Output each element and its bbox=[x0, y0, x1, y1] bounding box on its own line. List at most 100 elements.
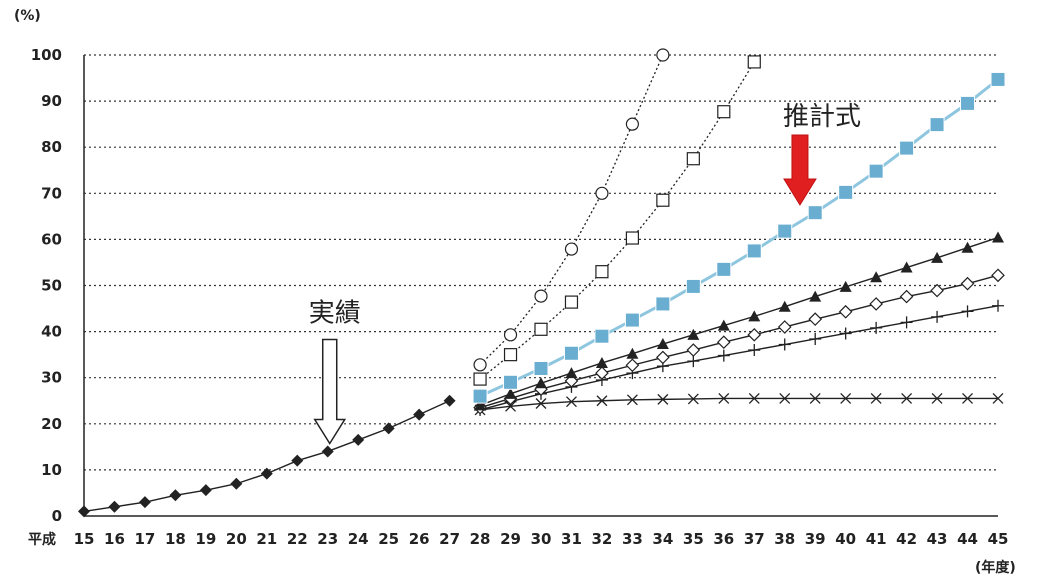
data-point-cross bbox=[809, 392, 821, 404]
data-point-blue-square bbox=[594, 328, 610, 344]
data-point-open-circle bbox=[625, 117, 640, 131]
data-point-blue-square bbox=[472, 388, 488, 404]
y-tick-label: 50 bbox=[41, 277, 62, 295]
data-point-open-diamond bbox=[930, 283, 944, 298]
data-point-blue-square bbox=[929, 117, 945, 133]
data-point-cross bbox=[870, 392, 882, 404]
y-tick-label: 30 bbox=[41, 369, 62, 387]
y-tick-label: 40 bbox=[41, 323, 62, 341]
x-tick-label: 31 bbox=[561, 530, 582, 548]
data-point-cross bbox=[962, 392, 973, 404]
data-point-open-diamond bbox=[991, 268, 1005, 283]
data-point-open-diamond bbox=[777, 320, 792, 334]
x-tick-label: 25 bbox=[378, 530, 399, 548]
x-tick-label: 36 bbox=[713, 530, 734, 548]
data-point-open-square bbox=[503, 348, 518, 362]
data-point-open-circle bbox=[595, 186, 609, 200]
data-point-open-square bbox=[534, 322, 548, 336]
data-point-blue-square bbox=[807, 205, 823, 221]
data-point-triangle bbox=[687, 328, 700, 340]
annotation-actual: 実績 bbox=[309, 298, 361, 445]
y-tick-labels: 0 10 20 30 40 50 60 70 80 90 100 bbox=[31, 46, 62, 525]
y-tick-label: 90 bbox=[41, 92, 62, 110]
actual-arrow bbox=[313, 338, 347, 445]
x-axis-unit-label: (年度) bbox=[975, 559, 1016, 576]
data-point-open-diamond bbox=[686, 343, 701, 357]
data-point-open-diamond bbox=[808, 312, 823, 327]
data-point-diamond bbox=[352, 433, 365, 446]
x-tick-label: 37 bbox=[744, 530, 765, 548]
data-point-triangle bbox=[656, 338, 669, 350]
data-point-cross bbox=[992, 392, 1004, 404]
data-point-blue-square bbox=[533, 360, 549, 376]
series-diamond-open bbox=[473, 268, 1005, 415]
data-point-open-square bbox=[564, 295, 579, 309]
data-point-cross bbox=[657, 393, 669, 405]
data-point-open-circle bbox=[534, 289, 548, 303]
annotation-text-actual: 実績 bbox=[309, 298, 361, 328]
data-point-blue-square bbox=[899, 140, 915, 156]
data-point-cross bbox=[687, 393, 699, 405]
series-line-estimate bbox=[479, 78, 999, 398]
data-point-plus bbox=[839, 327, 852, 340]
x-tick-label: 45 bbox=[988, 530, 1009, 548]
data-point-open-square bbox=[747, 55, 761, 69]
series-line-plus bbox=[479, 305, 999, 411]
x-tick-label: 30 bbox=[531, 530, 552, 548]
series-triangle bbox=[474, 231, 1004, 411]
data-point-cross bbox=[626, 394, 638, 406]
data-point-open-diamond bbox=[595, 366, 609, 380]
x-tick-label: 17 bbox=[134, 530, 155, 548]
x-tick-label: 19 bbox=[195, 530, 216, 548]
data-point-triangle bbox=[992, 231, 1004, 243]
data-point-plus bbox=[778, 338, 791, 351]
data-point-plus bbox=[809, 332, 822, 345]
data-point-cross bbox=[779, 392, 791, 404]
y-axis-unit-label: (%) bbox=[14, 8, 41, 24]
data-point-open-circle bbox=[473, 358, 487, 372]
data-point-blue-square bbox=[777, 223, 793, 239]
data-point-diamond bbox=[230, 477, 243, 490]
data-point-open-diamond bbox=[838, 304, 853, 319]
data-point-plus bbox=[717, 349, 730, 362]
data-point-open-diamond bbox=[869, 297, 883, 311]
x-tick-label: 29 bbox=[500, 530, 521, 548]
data-point-blue-square bbox=[990, 71, 1006, 87]
data-point-plus bbox=[992, 299, 1004, 312]
data-point-cross bbox=[596, 395, 608, 407]
data-point-triangle bbox=[961, 241, 974, 253]
data-point-cross bbox=[535, 398, 547, 409]
data-point-open-square bbox=[625, 231, 640, 245]
data-point-diamond bbox=[199, 484, 212, 497]
x-tick-label: 41 bbox=[866, 530, 887, 548]
data-point-triangle bbox=[626, 347, 639, 359]
x-tick-label: 44 bbox=[957, 530, 978, 548]
data-point-diamond bbox=[78, 505, 90, 518]
data-point-triangle bbox=[748, 310, 761, 322]
data-point-blue-square bbox=[685, 278, 701, 294]
data-point-triangle bbox=[809, 290, 822, 302]
annotation-estimate: 推計式 bbox=[783, 102, 861, 206]
data-point-open-diamond bbox=[747, 327, 762, 342]
data-point-cross bbox=[840, 392, 852, 404]
x-tick-label: 23 bbox=[317, 530, 338, 548]
x-tick-label: 22 bbox=[287, 530, 308, 548]
x-tick-label: 16 bbox=[104, 530, 125, 548]
series-line-triangle bbox=[479, 236, 999, 407]
data-point-triangle bbox=[595, 356, 608, 368]
data-point-blue-square bbox=[655, 296, 671, 312]
data-point-open-square bbox=[656, 193, 670, 207]
x-tick-label: 15 bbox=[74, 530, 95, 548]
series-line-diamond-open bbox=[479, 274, 999, 409]
data-point-triangle bbox=[870, 271, 883, 283]
x-tick-label: 28 bbox=[470, 530, 491, 548]
data-point-blue-square bbox=[716, 261, 732, 277]
data-point-open-diamond bbox=[625, 358, 640, 373]
data-point-plus bbox=[748, 344, 761, 357]
data-point-diamond bbox=[108, 500, 121, 513]
data-point-open-circle bbox=[564, 242, 579, 256]
y-tick-label: 100 bbox=[31, 46, 62, 64]
series-circle bbox=[473, 48, 670, 372]
